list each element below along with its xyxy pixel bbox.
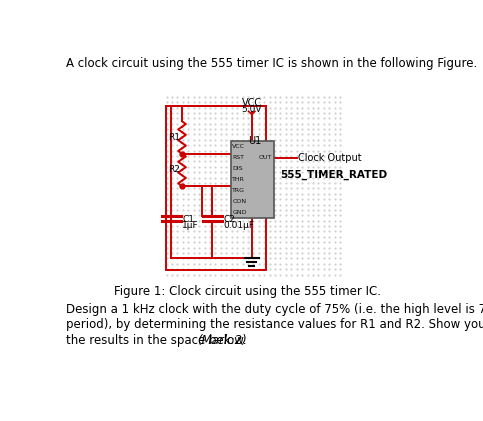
Text: TRG: TRG bbox=[232, 188, 245, 193]
Text: Figure 1: Clock circuit using the 555 timer IC.: Figure 1: Clock circuit using the 555 ti… bbox=[114, 285, 382, 298]
Text: OUT: OUT bbox=[258, 155, 272, 160]
Text: (Mark:2): (Mark:2) bbox=[197, 334, 246, 347]
Text: C2: C2 bbox=[223, 215, 235, 224]
Bar bbox=[231, 141, 273, 218]
Text: Design a 1 kHz clock with the duty cycle of 75% (i.e. the high level is 75% of t: Design a 1 kHz clock with the duty cycle… bbox=[66, 303, 483, 316]
Text: GND: GND bbox=[232, 210, 247, 216]
Text: 555_TIMER_RATED: 555_TIMER_RATED bbox=[280, 170, 387, 180]
Text: 0.01μF: 0.01μF bbox=[223, 221, 254, 230]
Text: RST: RST bbox=[232, 155, 244, 160]
Text: Clock Output: Clock Output bbox=[298, 153, 362, 163]
Text: C1: C1 bbox=[182, 215, 194, 224]
Text: the results in the space below.: the results in the space below. bbox=[66, 334, 250, 347]
Text: R2: R2 bbox=[168, 165, 180, 174]
Text: A clock circuit using the 555 timer IC is shown in the following Figure.: A clock circuit using the 555 timer IC i… bbox=[66, 57, 477, 70]
Text: DIS: DIS bbox=[232, 166, 243, 171]
Text: 5.0V: 5.0V bbox=[242, 105, 262, 114]
Text: R1: R1 bbox=[168, 133, 180, 142]
Bar bbox=[166, 106, 266, 270]
Text: THR: THR bbox=[232, 177, 245, 182]
Text: U1: U1 bbox=[248, 136, 261, 146]
Text: period), by determining the resistance values for R1 and R2. Show your calculati: period), by determining the resistance v… bbox=[66, 318, 483, 331]
Text: VCC: VCC bbox=[232, 144, 245, 149]
Text: 1μF: 1μF bbox=[182, 221, 199, 230]
Text: VCC: VCC bbox=[242, 98, 262, 108]
Text: CON: CON bbox=[232, 200, 246, 204]
